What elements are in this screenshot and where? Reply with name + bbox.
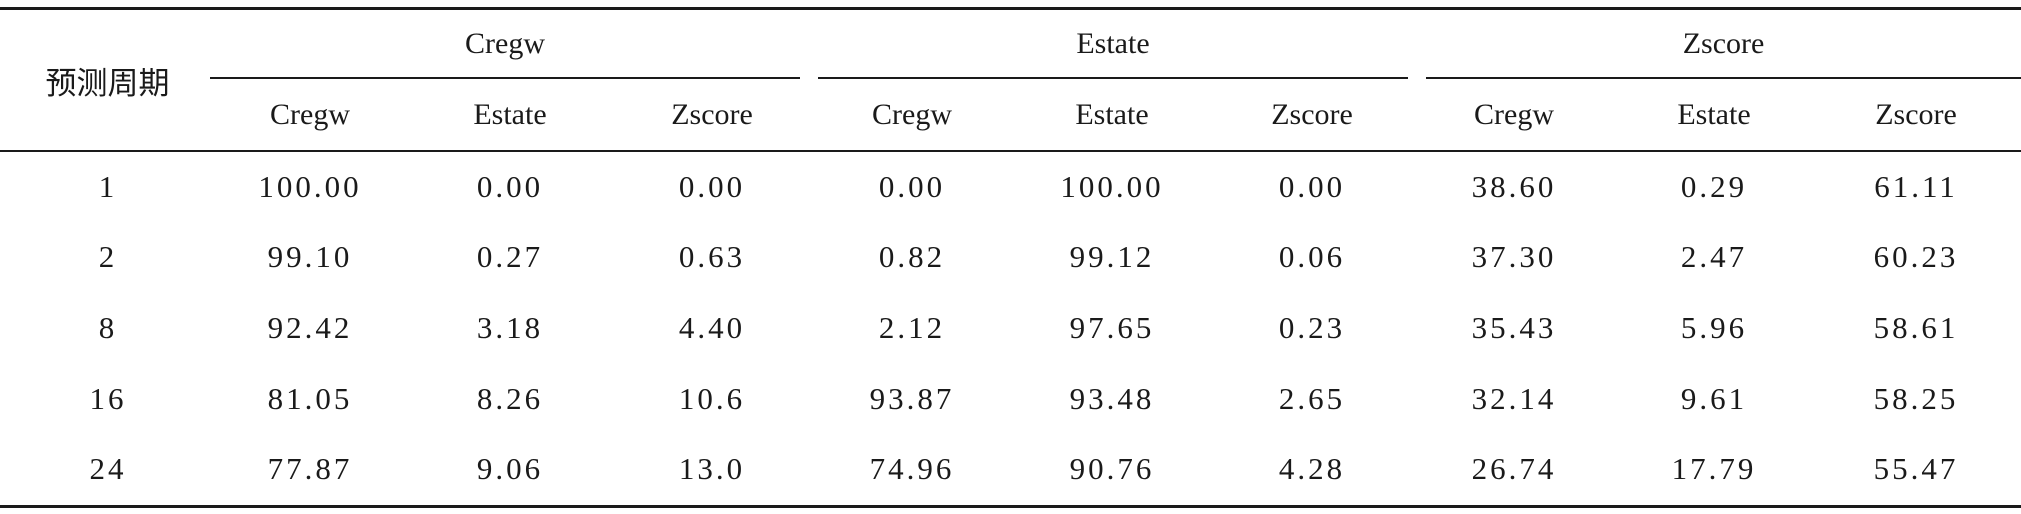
value-cell: 2.12 xyxy=(878,310,946,345)
value-cell: 17.79 xyxy=(1671,451,1757,486)
value-cell: 0.00 xyxy=(878,169,946,204)
value-cell: 13.0 xyxy=(678,451,746,486)
value-cell: 81.05 xyxy=(267,381,353,416)
value-cell: 58.25 xyxy=(1873,381,1959,416)
value-cell: 58.61 xyxy=(1873,310,1959,345)
value-cell: 74.96 xyxy=(869,451,955,486)
period-cell: 8 xyxy=(98,310,118,345)
value-cell: 2.65 xyxy=(1278,381,1346,416)
bottom-rule xyxy=(0,505,2021,508)
value-cell: 0.06 xyxy=(1278,239,1346,274)
group-header-estate: Estate xyxy=(1076,26,1150,60)
header-rule xyxy=(0,150,2021,152)
sub-header-estate-zscore: Zscore xyxy=(1271,98,1353,131)
row-header-label: 预测周期 xyxy=(45,65,170,102)
value-cell: 4.40 xyxy=(678,310,746,345)
value-cell: 2.47 xyxy=(1680,239,1748,274)
group-header-zscore: Zscore xyxy=(1682,26,1765,60)
value-cell: 61.11 xyxy=(1874,169,1958,204)
value-cell: 0.29 xyxy=(1680,169,1748,204)
value-cell: 93.87 xyxy=(869,381,955,416)
sub-header-cregw-estate: Estate xyxy=(473,98,547,131)
sub-header-zscore-zscore: Zscore xyxy=(1875,98,1957,131)
value-cell: 10.6 xyxy=(678,381,746,416)
value-cell: 100.00 xyxy=(1060,169,1164,204)
period-cell: 24 xyxy=(89,451,127,486)
value-cell: 100.00 xyxy=(258,169,362,204)
value-cell: 92.42 xyxy=(267,310,353,345)
group-underline-zscore xyxy=(1426,77,2021,79)
value-cell: 32.14 xyxy=(1471,381,1557,416)
group-underline-estate xyxy=(818,77,1408,79)
value-cell: 97.65 xyxy=(1069,310,1155,345)
value-cell: 0.23 xyxy=(1278,310,1346,345)
value-cell: 0.00 xyxy=(678,169,746,204)
sub-header-zscore-estate: Estate xyxy=(1677,98,1751,131)
value-cell: 55.47 xyxy=(1873,451,1959,486)
value-cell: 0.00 xyxy=(476,169,544,204)
value-cell: 35.43 xyxy=(1471,310,1557,345)
group-underline-cregw xyxy=(210,77,800,79)
value-cell: 93.48 xyxy=(1069,381,1155,416)
group-header-cregw: Cregw xyxy=(465,26,545,60)
value-cell: 9.61 xyxy=(1680,381,1748,416)
value-cell: 38.60 xyxy=(1471,169,1557,204)
sub-header-estate-cregw: Cregw xyxy=(872,98,952,131)
sub-header-zscore-cregw: Cregw xyxy=(1474,98,1554,131)
value-cell: 0.27 xyxy=(476,239,544,274)
sub-header-cregw-zscore: Zscore xyxy=(671,98,753,131)
value-cell: 0.63 xyxy=(678,239,746,274)
value-cell: 26.74 xyxy=(1471,451,1557,486)
value-cell: 60.23 xyxy=(1873,239,1959,274)
value-cell: 99.10 xyxy=(267,239,353,274)
sub-header-cregw-cregw: Cregw xyxy=(270,98,350,131)
period-cell: 1 xyxy=(98,169,118,204)
value-cell: 3.18 xyxy=(476,310,544,345)
sub-header-estate-estate: Estate xyxy=(1075,98,1149,131)
value-cell: 8.26 xyxy=(476,381,544,416)
value-cell: 90.76 xyxy=(1069,451,1155,486)
period-cell: 2 xyxy=(98,239,118,274)
value-cell: 0.82 xyxy=(878,239,946,274)
value-cell: 4.28 xyxy=(1278,451,1346,486)
period-cell: 16 xyxy=(89,381,127,416)
top-rule xyxy=(0,7,2021,10)
value-cell: 37.30 xyxy=(1471,239,1557,274)
value-cell: 0.00 xyxy=(1278,169,1346,204)
value-cell: 77.87 xyxy=(267,451,353,486)
value-cell: 99.12 xyxy=(1069,239,1155,274)
value-cell: 5.96 xyxy=(1680,310,1748,345)
value-cell: 9.06 xyxy=(476,451,544,486)
